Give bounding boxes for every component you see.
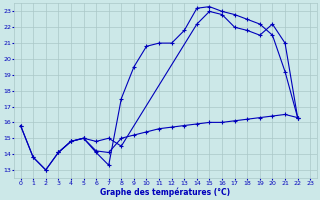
- X-axis label: Graphe des températures (°C): Graphe des températures (°C): [100, 187, 230, 197]
